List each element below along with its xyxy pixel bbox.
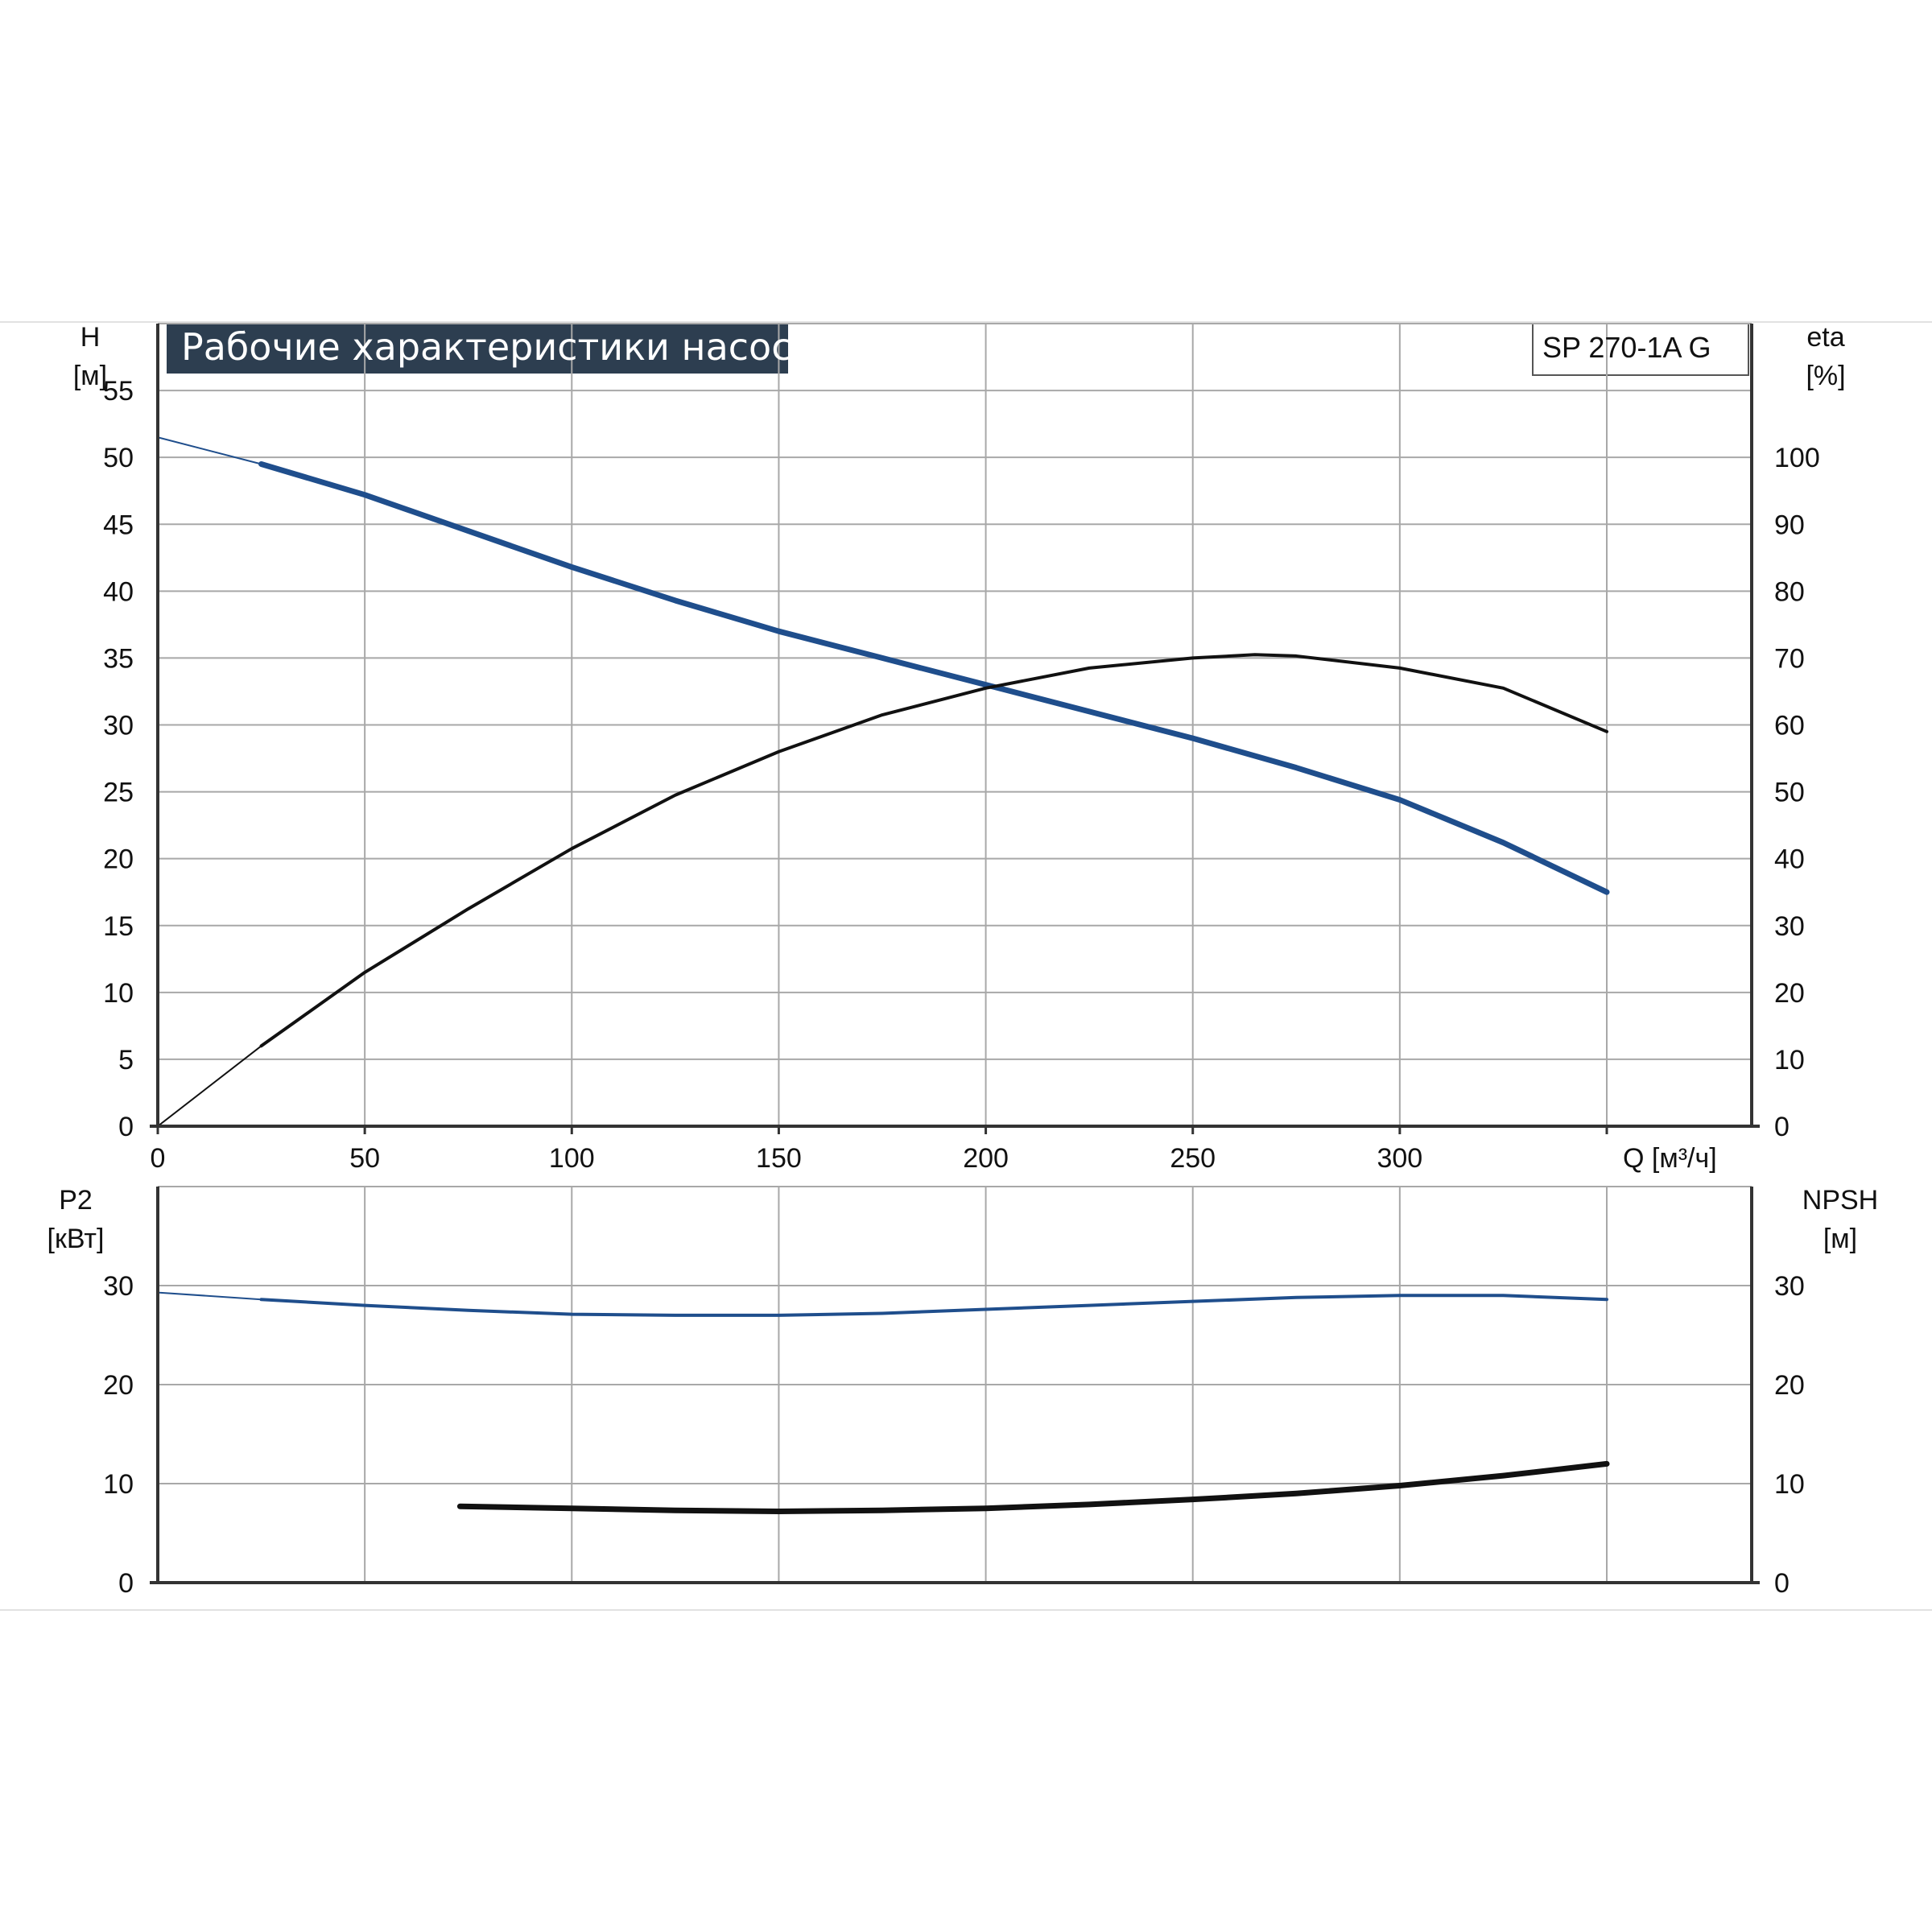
y-axis-left-label: H <box>80 322 101 353</box>
x-tick-label: 100 <box>549 1143 595 1174</box>
npsh-tick-label: 10 <box>1774 1469 1805 1500</box>
y-tick-label-left: 25 <box>103 778 134 808</box>
y-tick-label-left: 0 <box>118 1112 134 1142</box>
y-tick-label-right: 20 <box>1774 978 1805 1009</box>
efficiency-curve <box>259 653 1608 1048</box>
y-tick-label-left: 40 <box>103 576 134 607</box>
npsh-tick-label: 20 <box>1774 1370 1805 1401</box>
head-curve <box>258 460 1610 895</box>
x-tick-label: 300 <box>1377 1143 1422 1174</box>
x-tick-label: 250 <box>1170 1143 1216 1174</box>
x-tick-label: 200 <box>963 1143 1009 1174</box>
y-axis-right-unit: [%] <box>1806 361 1845 391</box>
y-axis-left-unit: [м] <box>73 361 107 391</box>
power-curve-extension <box>157 1291 262 1301</box>
model-label: SP 270-1A G <box>1542 331 1711 364</box>
p2-axis-label: P2 <box>59 1185 93 1216</box>
y-tick-label-left: 15 <box>103 911 134 942</box>
x-tick-label: 0 <box>151 1143 166 1174</box>
model-label-box <box>1532 323 1749 376</box>
y-tick-label-right: 60 <box>1774 711 1805 741</box>
y-tick-label-left: 5 <box>118 1045 134 1075</box>
npsh-tick-label: 0 <box>1774 1568 1790 1599</box>
y-tick-label-right: 0 <box>1774 1112 1790 1142</box>
y-tick-label-left: 55 <box>103 376 134 407</box>
y-tick-label-right: 10 <box>1774 1045 1805 1075</box>
labels: Рабочие характеристики насоса SP 270-1A G… <box>47 322 1879 1599</box>
head-curve-extension <box>157 436 262 465</box>
p2-tick-label: 20 <box>103 1370 134 1401</box>
curves <box>157 436 1610 1514</box>
y-tick-label-right: 80 <box>1774 576 1805 607</box>
npsh-axis-unit: [м] <box>1823 1224 1857 1254</box>
x-tick-label: 50 <box>349 1143 380 1174</box>
chart-background <box>0 321 1932 1611</box>
y-tick-label-right: 100 <box>1774 443 1820 473</box>
chart-title: Рабочие характеристики насоса <box>181 325 815 369</box>
y-tick-label-left: 30 <box>103 711 134 741</box>
y-tick-label-right: 70 <box>1774 643 1805 674</box>
y-tick-label-left: 50 <box>103 443 134 473</box>
axes <box>150 324 1760 1584</box>
npsh-axis-label: NPSH <box>1802 1185 1878 1216</box>
y-tick-label-right: 50 <box>1774 778 1805 808</box>
y-tick-label-left: 45 <box>103 510 134 540</box>
x-tick-label: 150 <box>756 1143 802 1174</box>
y-tick-label-right: 30 <box>1774 911 1805 942</box>
npsh-curve <box>456 1460 1610 1514</box>
npsh-tick-label: 30 <box>1774 1271 1805 1302</box>
y-axis-right-label: eta <box>1806 322 1844 353</box>
p2-tick-label: 10 <box>103 1469 134 1500</box>
p2-tick-label: 30 <box>103 1271 134 1302</box>
y-tick-label-left: 35 <box>103 643 134 674</box>
power-curve <box>259 1294 1608 1317</box>
y-tick-label-right: 90 <box>1774 510 1805 540</box>
p2-axis-unit: [кВт] <box>47 1224 105 1254</box>
title-band <box>167 324 788 374</box>
y-tick-label-right: 40 <box>1774 844 1805 875</box>
efficiency-curve-extension <box>157 1045 262 1127</box>
p2-tick-label: 0 <box>118 1568 134 1599</box>
y-tick-label-left: 10 <box>103 978 134 1009</box>
x-axis-label: Q [м³/ч] <box>1623 1143 1717 1174</box>
y-tick-label-left: 20 <box>103 844 134 875</box>
